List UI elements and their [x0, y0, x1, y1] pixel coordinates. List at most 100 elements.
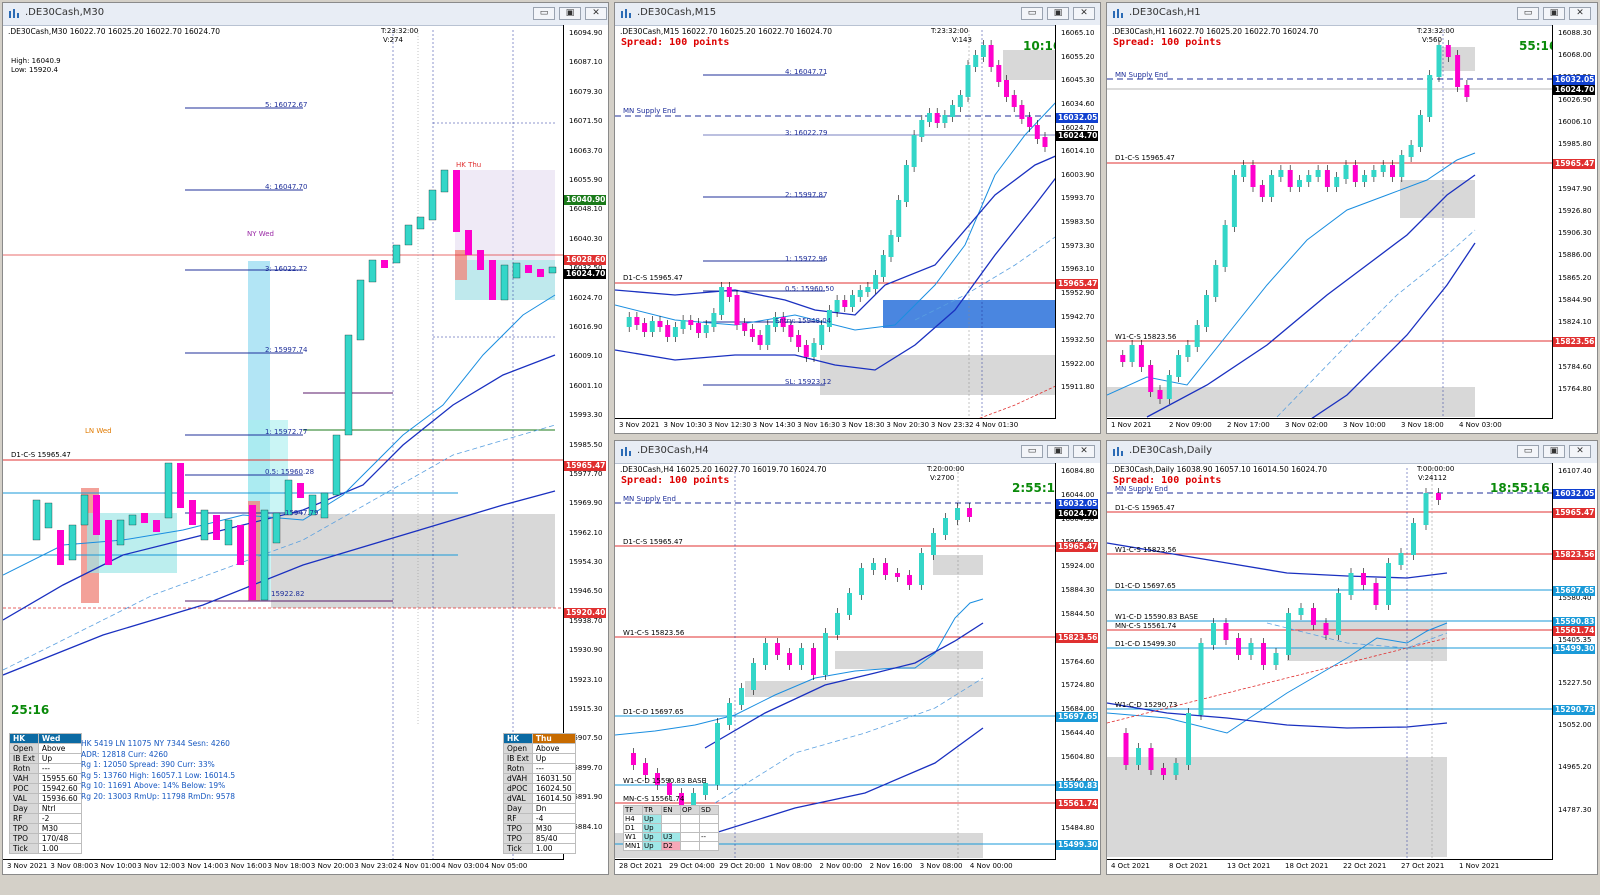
candle	[873, 275, 879, 289]
minimize-button[interactable]: ▭	[1517, 445, 1539, 458]
candle	[765, 325, 771, 345]
maximize-button[interactable]: ▣	[1543, 7, 1565, 20]
price-tick: 15884.10	[569, 822, 603, 831]
close-button[interactable]: ✕	[1569, 7, 1591, 20]
candle	[967, 508, 972, 517]
price-tick: 15899.70	[569, 763, 603, 772]
stat-line: ADR: 12818 Curr: 4260	[81, 749, 168, 759]
chart-window-m30[interactable]: .DE30Cash,M30 ▭ ▣ ✕	[2, 2, 609, 875]
candle	[1034, 125, 1040, 139]
title-bar[interactable]: .DE30Cash,H4 ▭ ▣ ✕	[615, 441, 1100, 464]
chart-window-daily[interactable]: .DE30Cash,Daily ▭ ▣ ✕ .DE30Cash,Daily 16…	[1106, 440, 1598, 875]
time-tick: 27 Oct 2021	[1401, 862, 1445, 870]
candle	[719, 287, 725, 315]
price-tick: 16032.50	[569, 264, 602, 272]
time-tick: 4 Nov 00:00	[969, 862, 1013, 870]
price-tick: 16001.10	[569, 381, 603, 390]
price-label: 15561.74	[1553, 626, 1595, 636]
price-chart[interactable]: .DE30Cash,H4 16025.20 16027.70 16019.70 …	[615, 463, 1100, 874]
candle	[780, 317, 786, 327]
candle	[1445, 45, 1451, 57]
price-tick: 16009.10	[569, 352, 603, 361]
candle	[1186, 713, 1191, 765]
price-tick: 15227.50	[1558, 678, 1592, 687]
title-bar[interactable]: .DE30Cash,H1 ▭ ▣ ✕	[1107, 3, 1597, 26]
time-tick: 4 Oct 2021	[1111, 862, 1150, 870]
price-chart[interactable]: .DE30Cash,M15 16022.70 16025.20 16022.70…	[615, 25, 1100, 433]
time-tick: 4 Nov 03:00	[1459, 421, 1502, 429]
price-tick: 15983.50	[1061, 218, 1095, 226]
candle	[655, 773, 660, 785]
tf-cell: MN1	[623, 841, 643, 851]
price-tick: 16094.90	[569, 29, 603, 37]
candle	[888, 235, 894, 257]
close-button[interactable]: ✕	[1073, 445, 1095, 458]
chart-window-h4[interactable]: .DE30Cash,H4 ▭ ▣ ✕ .DE30Cash,H4 16025.20	[614, 440, 1101, 875]
candle	[757, 335, 763, 345]
tf-cell	[699, 823, 719, 833]
candle	[859, 568, 864, 595]
price-chart[interactable]: .DE30Cash,M30 16022.70 16025.20 16022.70…	[3, 25, 608, 874]
tpo-cell: Rotn	[503, 763, 533, 774]
candle	[1427, 75, 1433, 117]
time-tick: 3 Nov 08:00	[50, 862, 94, 870]
maximize-button[interactable]: ▣	[1543, 445, 1565, 458]
chart-window-h1[interactable]: .DE30Cash,H1 ▭ ▣ ✕ .DE30Cash,H1 16022.70…	[1106, 2, 1598, 434]
tpo-row: IB Ext Up	[9, 753, 82, 764]
time-axis: 4 Oct 2021 8 Oct 2021 13 Oct 2021 18 Oct 20…	[1107, 859, 1553, 874]
tpo-cell: ---	[531, 763, 576, 774]
tpo-row: dPOC 16024.50	[503, 783, 576, 794]
price-tick: 16055.90	[569, 175, 603, 184]
candle	[955, 508, 960, 520]
title-bar[interactable]: .DE30Cash,M15 ▭ ▣ ✕	[615, 3, 1100, 26]
tpo-cell: RF	[503, 813, 533, 824]
chart-icon	[1113, 9, 1123, 18]
price-axis: 16107.4015932.0015754.9515580.4015405.35…	[1552, 463, 1597, 860]
minimize-button[interactable]: ▭	[1517, 7, 1539, 20]
price-chart[interactable]: .DE30Cash,Daily 16038.90 16057.10 16014.…	[1107, 463, 1597, 874]
level-d1-supply: D1-C-S 15965.47	[1115, 154, 1175, 162]
price-chart[interactable]: .DE30Cash,H1 16022.70 16025.20 16022.70 …	[1107, 25, 1597, 433]
minimize-button[interactable]: ▭	[1021, 445, 1043, 458]
maximize-button[interactable]: ▣	[1047, 7, 1069, 20]
candle	[1213, 265, 1219, 297]
price-tick: 15985.80	[1558, 140, 1592, 149]
maximize-button[interactable]: ▣	[1047, 445, 1069, 458]
candle	[1398, 553, 1404, 565]
price-tick: 16040.30	[569, 234, 603, 243]
candle	[763, 643, 768, 665]
minimize-button[interactable]: ▭	[533, 7, 555, 20]
close-button[interactable]: ✕	[1073, 7, 1095, 20]
chart-window-m15[interactable]: .DE30Cash,M15 ▭ ▣ ✕ .DE30Cas	[614, 2, 1101, 434]
title-bar[interactable]: .DE30Cash,Daily ▭ ▣ ✕	[1107, 441, 1597, 464]
close-button[interactable]: ✕	[1569, 445, 1591, 458]
level-1: 1: 15972.96	[785, 255, 828, 263]
title-bar[interactable]: .DE30Cash,M30 ▭ ▣ ✕	[3, 3, 608, 26]
candle	[1362, 175, 1368, 182]
candle	[634, 317, 640, 325]
tpo-row: Rotn ---	[503, 763, 576, 774]
tpo-row: TPO M30	[503, 823, 576, 834]
minimize-button[interactable]: ▭	[1021, 7, 1043, 20]
tpo-cell: TPO	[9, 823, 39, 834]
maximize-button[interactable]: ▣	[559, 7, 581, 20]
candle	[734, 295, 740, 325]
candle	[1173, 763, 1179, 775]
tf-cell: H4	[623, 814, 643, 824]
time-tick: 3 Nov 12:00	[137, 862, 180, 870]
candle	[691, 793, 696, 805]
candle	[835, 613, 840, 635]
window-title: .DE30Cash,H4	[637, 445, 709, 456]
close-button[interactable]: ✕	[585, 7, 607, 20]
candle	[826, 310, 832, 327]
tf-cell	[680, 841, 700, 851]
candle	[1011, 95, 1017, 107]
candle	[919, 120, 925, 137]
candle	[803, 345, 809, 357]
time-tick: 3 Nov 20:30	[886, 421, 930, 429]
candle	[649, 321, 655, 332]
time-tick: 18 Oct 2021	[1285, 862, 1329, 870]
level-2: 2: 15997.87	[785, 191, 828, 199]
window-title: .DE30Cash,Daily	[1129, 445, 1213, 456]
level-d1-supply: D1-C-S 15965.47	[623, 274, 683, 282]
